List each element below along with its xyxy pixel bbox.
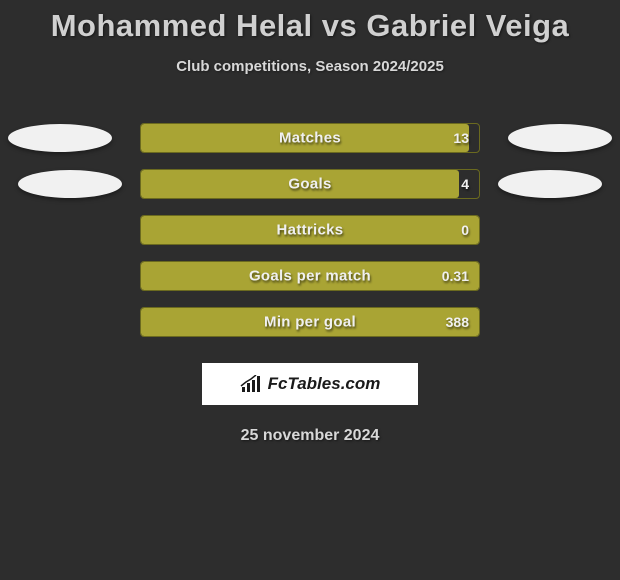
stat-bar: Matches13 [140, 123, 480, 153]
stat-value: 4 [461, 176, 469, 192]
logo-text: FcTables.com [268, 374, 381, 394]
stat-bar: Min per goal388 [140, 307, 480, 337]
subtitle: Club competitions, Season 2024/2025 [0, 58, 620, 75]
stat-bar: Goals per match0.31 [140, 261, 480, 291]
stat-label: Hattricks [141, 222, 479, 239]
stat-value: 0.31 [442, 268, 469, 284]
bar-chart-icon [240, 375, 262, 393]
date-label: 25 november 2024 [0, 427, 620, 445]
stat-bar: Hattricks0 [140, 215, 480, 245]
stat-label: Goals per match [141, 268, 479, 285]
logo: FcTables.com [240, 374, 381, 394]
player-left-ellipse [18, 170, 122, 198]
stat-row: Min per goal388 [0, 299, 620, 345]
stats-rows: Matches13 Goals4 Hattricks0 Goals per match… [0, 115, 620, 345]
page-title: Mohammed Helal vs Gabriel Veiga [0, 8, 620, 44]
stat-bar: Goals4 [140, 169, 480, 199]
player-right-ellipse [508, 124, 612, 152]
stat-row: Goals per match0.31 [0, 253, 620, 299]
stat-row: Matches13 [0, 115, 620, 161]
comparison-card: Mohammed Helal vs Gabriel Veiga Club com… [0, 0, 620, 445]
stat-row: Goals4 [0, 161, 620, 207]
player-left-ellipse [8, 124, 112, 152]
stat-value: 0 [461, 222, 469, 238]
stat-row: Hattricks0 [0, 207, 620, 253]
stat-label: Matches [141, 130, 479, 147]
logo-box[interactable]: FcTables.com [202, 363, 418, 405]
player-right-ellipse [498, 170, 602, 198]
stat-label: Min per goal [141, 314, 479, 331]
stat-label: Goals [141, 176, 479, 193]
stat-value: 13 [453, 130, 469, 146]
stat-value: 388 [446, 314, 469, 330]
